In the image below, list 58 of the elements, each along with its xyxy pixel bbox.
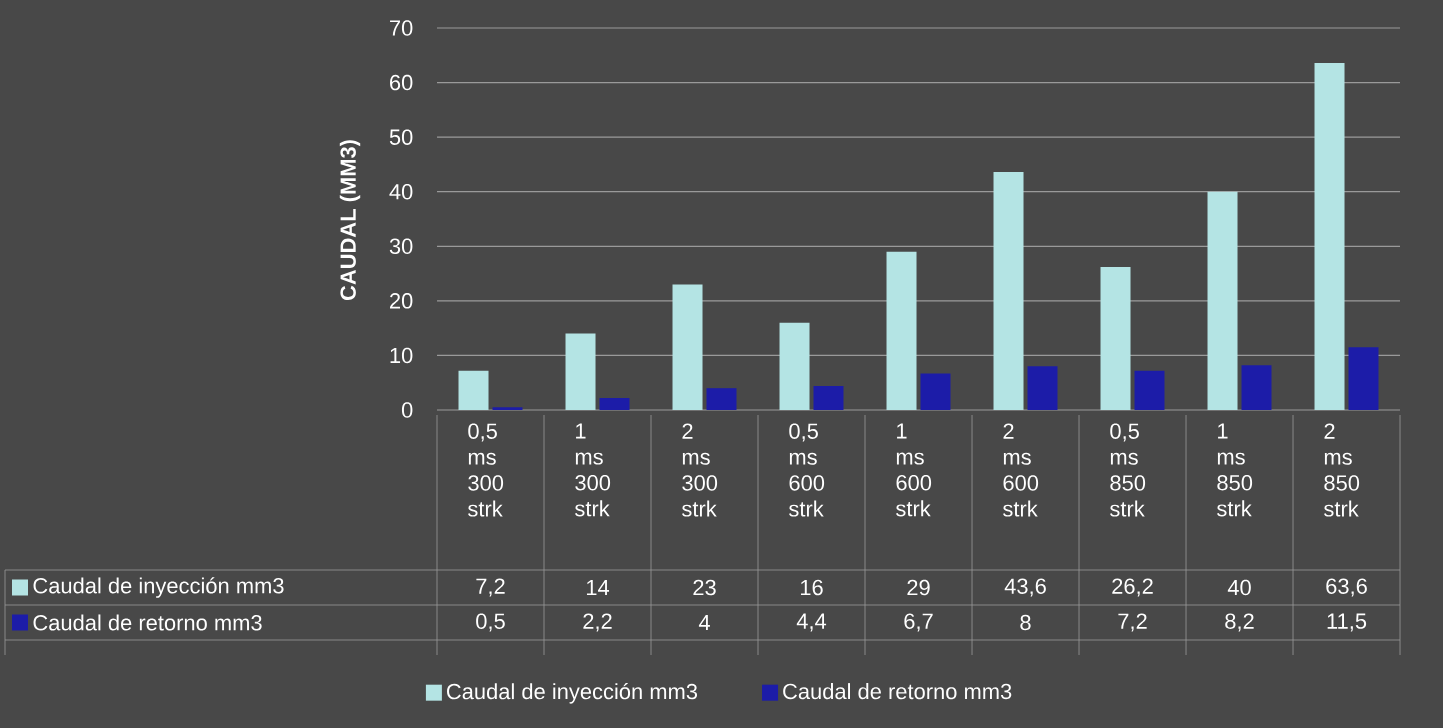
y-tick-label: 30 bbox=[389, 238, 413, 255]
bar bbox=[1314, 62, 1345, 410]
data-label: 8,2 bbox=[1225, 613, 1254, 632]
data-label: 7,2 bbox=[476, 578, 505, 597]
x-tick-label: 0,5 ms 600 strk bbox=[789, 423, 825, 517]
data-label: 26,2 bbox=[1112, 578, 1153, 597]
x-tick-label: 0,5 ms 850 strk bbox=[1110, 423, 1146, 517]
data-label: 2,2 bbox=[583, 613, 612, 632]
x-tick-label: 1 ms 300 strk bbox=[575, 423, 611, 517]
bar bbox=[672, 284, 703, 410]
data-label: 8 bbox=[1020, 614, 1031, 631]
bar bbox=[1241, 365, 1272, 410]
data-label: 7,2 bbox=[1118, 613, 1147, 632]
data-label: 43,6 bbox=[1004, 578, 1046, 597]
text: Caudal de inyección mm3 bbox=[447, 682, 698, 704]
data-label: 63,6 bbox=[1326, 578, 1367, 597]
data-label: 11,5 bbox=[1327, 613, 1367, 632]
bar bbox=[1348, 347, 1379, 410]
bar bbox=[813, 385, 844, 410]
y-tick-label: 40 bbox=[389, 183, 413, 200]
y-axis-title: CAUDAL (MM3) bbox=[339, 140, 361, 301]
bar bbox=[886, 251, 917, 410]
y-tick-label: 50 bbox=[389, 129, 413, 145]
data-label: 0,5 bbox=[476, 613, 505, 632]
text: Caudal de retorno mm3 bbox=[33, 614, 262, 631]
data-label: 23 bbox=[693, 579, 716, 596]
bar bbox=[492, 407, 523, 410]
bar bbox=[1027, 366, 1058, 410]
data-label: 4 bbox=[698, 614, 710, 631]
legend-label: Caudal de inyección mm3 bbox=[33, 577, 284, 598]
bar bbox=[993, 172, 1024, 410]
data-label: 6,7 bbox=[904, 613, 933, 632]
y-tick-label: 70 bbox=[390, 20, 413, 36]
y-tick-label: 20 bbox=[390, 293, 413, 309]
x-tick-label: 1 ms 850 strk bbox=[1217, 423, 1253, 517]
bar bbox=[1134, 370, 1165, 410]
bar bbox=[779, 322, 810, 410]
bar bbox=[458, 370, 489, 410]
bar bbox=[599, 397, 630, 410]
bar bbox=[565, 333, 596, 410]
x-tick-label: 0,5 ms 300 strk bbox=[468, 423, 504, 517]
x-tick-label: 1 ms 600 strk bbox=[896, 423, 932, 517]
bar bbox=[920, 373, 951, 410]
x-tick-label: 2 ms 850 strk bbox=[1324, 423, 1360, 517]
data-label: 16 bbox=[800, 579, 823, 596]
bar bbox=[1207, 191, 1238, 410]
x-tick-label: 2 ms 300 strk bbox=[682, 423, 718, 517]
bar bbox=[706, 388, 737, 410]
y-tick-label: 60 bbox=[390, 74, 413, 91]
data-label: 14 bbox=[586, 579, 610, 596]
legend-label: Caudal de retorno mm3 bbox=[783, 683, 1012, 700]
data-label: 29 bbox=[907, 579, 930, 596]
data-label: 40 bbox=[1227, 579, 1251, 596]
y-tick-label: 10 bbox=[390, 347, 413, 364]
bar bbox=[1100, 267, 1131, 410]
y-tick-label: 0 bbox=[401, 402, 413, 418]
data-label: 4,4 bbox=[796, 613, 827, 632]
x-tick-label: 2 ms 600 strk bbox=[1003, 423, 1039, 517]
